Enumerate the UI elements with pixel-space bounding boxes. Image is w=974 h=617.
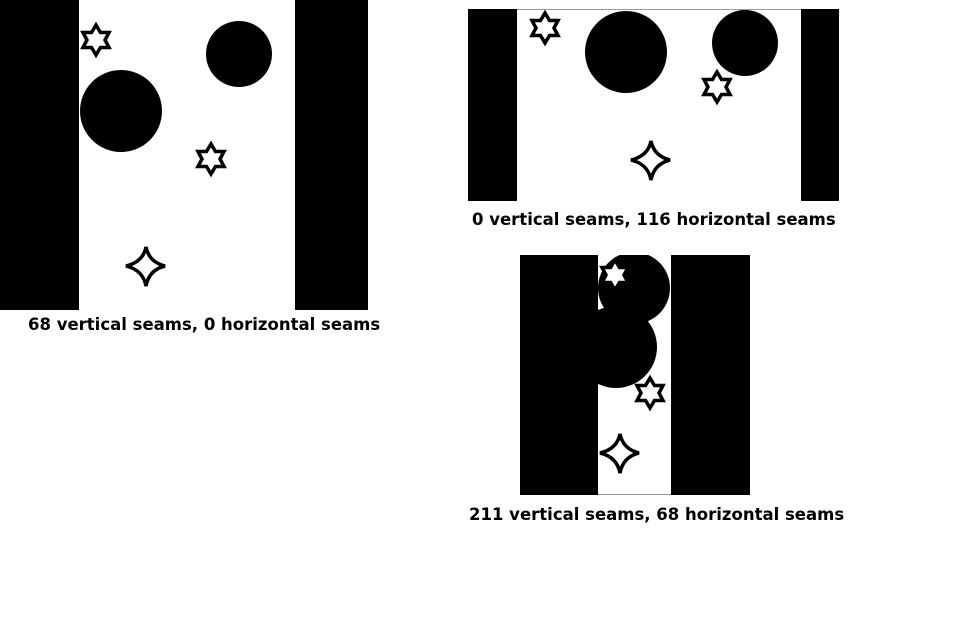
four-pointed-star-icon <box>125 246 166 287</box>
circle-icon <box>712 10 778 76</box>
carved-image-panel-a <box>0 0 368 310</box>
panel-caption: 68 vertical seams, 0 horizontal seams <box>28 315 381 334</box>
six-pointed-star-icon <box>634 374 666 412</box>
four-pointed-star-icon <box>630 140 671 181</box>
six-pointed-star-icon <box>195 140 227 178</box>
left-black-bar <box>0 0 79 310</box>
right-black-bar <box>671 255 750 495</box>
six-pointed-star-icon <box>701 68 733 106</box>
right-black-bar <box>295 0 368 310</box>
four-pointed-star-icon <box>599 433 640 474</box>
six-pointed-star-icon <box>529 9 561 47</box>
panel-caption: 211 vertical seams, 68 horizontal seams <box>469 505 845 524</box>
circle-icon <box>585 11 667 93</box>
carved-image-panel-c <box>520 255 750 495</box>
circle-icon <box>598 306 657 388</box>
circle-icon <box>206 21 272 87</box>
right-black-bar <box>801 9 839 201</box>
carved-image-panel-b <box>468 9 839 201</box>
six-pointed-star-icon <box>80 21 112 59</box>
left-black-bar <box>520 255 598 495</box>
panel-caption: 0 vertical seams, 116 horizontal seams <box>472 210 836 229</box>
six-pointed-star-icon <box>599 256 631 294</box>
circle-icon <box>80 70 162 152</box>
left-black-bar <box>468 9 517 201</box>
